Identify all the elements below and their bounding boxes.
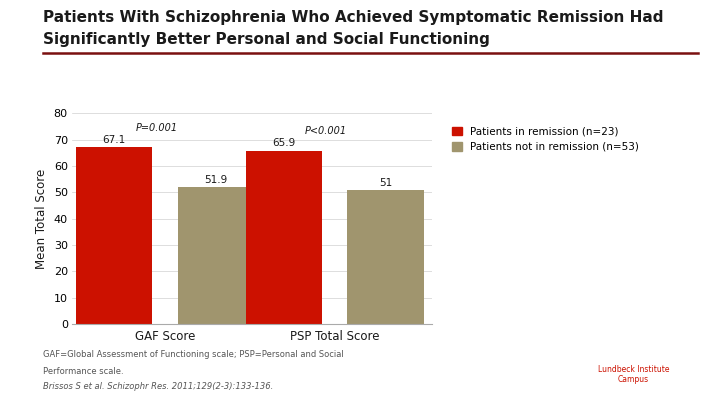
Bar xyxy=(246,151,322,324)
Text: GAF=Global Assessment of Functioning scale; PSP=Personal and Social: GAF=Global Assessment of Functioning sca… xyxy=(43,350,344,359)
Y-axis label: Mean Total Score: Mean Total Score xyxy=(35,168,48,269)
Bar xyxy=(76,147,153,324)
Text: Performance scale.: Performance scale. xyxy=(43,367,124,375)
Text: Brissos S et al. Schizophr Res. 2011;129(2-3):133-136.: Brissos S et al. Schizophr Res. 2011;129… xyxy=(43,382,274,390)
Bar xyxy=(178,188,254,324)
Bar xyxy=(347,190,423,324)
Legend: Patients in remission (n=23), Patients not in remission (n=53): Patients in remission (n=23), Patients n… xyxy=(451,127,639,152)
Text: 65.9: 65.9 xyxy=(272,139,295,148)
Text: GAF Score: GAF Score xyxy=(135,330,195,343)
Text: 51.9: 51.9 xyxy=(204,175,228,185)
Text: Significantly Better Personal and Social Functioning: Significantly Better Personal and Social… xyxy=(43,32,490,47)
Text: PSP Total Score: PSP Total Score xyxy=(290,330,379,343)
Text: 51: 51 xyxy=(379,178,392,188)
Text: Patients With Schizophrenia Who Achieved Symptomatic Remission Had: Patients With Schizophrenia Who Achieved… xyxy=(43,10,664,25)
Text: 67.1: 67.1 xyxy=(103,135,126,145)
Text: P=0.001: P=0.001 xyxy=(135,123,178,133)
Text: P<0.001: P<0.001 xyxy=(305,126,347,136)
Text: Lundbeck Institute
Campus: Lundbeck Institute Campus xyxy=(598,364,670,384)
